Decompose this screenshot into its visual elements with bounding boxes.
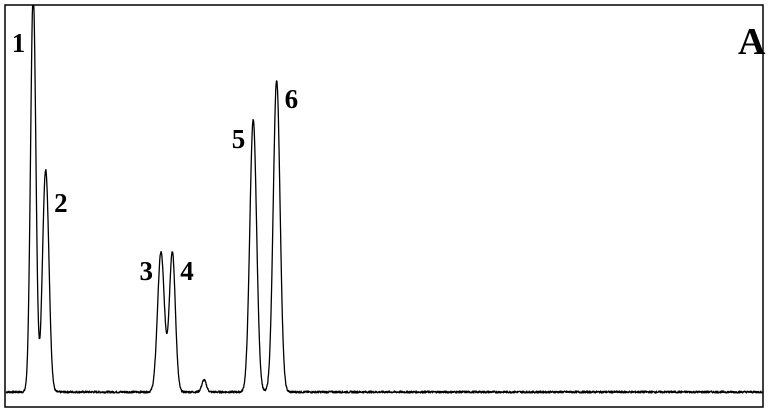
peak-label-4: 4 [180,256,194,286]
chromatogram-trace [5,5,763,394]
peak-label-3: 3 [140,256,154,286]
panel-label: A [738,21,766,63]
peak-labels: 1 2 3 4 5 6 [12,28,298,286]
peak-label-6: 6 [285,84,299,114]
plot-frame [4,4,764,408]
peak-label-5: 5 [232,124,246,154]
peak-label-1: 1 [12,28,26,58]
peak-label-2: 2 [54,188,68,218]
